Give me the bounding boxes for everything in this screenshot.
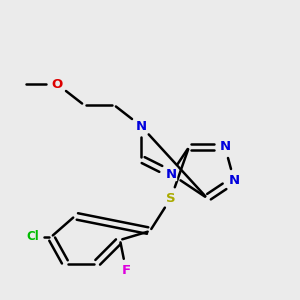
Text: F: F bbox=[122, 263, 130, 277]
Text: O: O bbox=[51, 77, 63, 91]
Text: N: N bbox=[135, 119, 147, 133]
Text: S: S bbox=[166, 191, 176, 205]
Text: N: N bbox=[219, 140, 231, 154]
Text: N: N bbox=[165, 167, 177, 181]
Text: N: N bbox=[228, 173, 240, 187]
Text: Cl: Cl bbox=[27, 230, 39, 244]
